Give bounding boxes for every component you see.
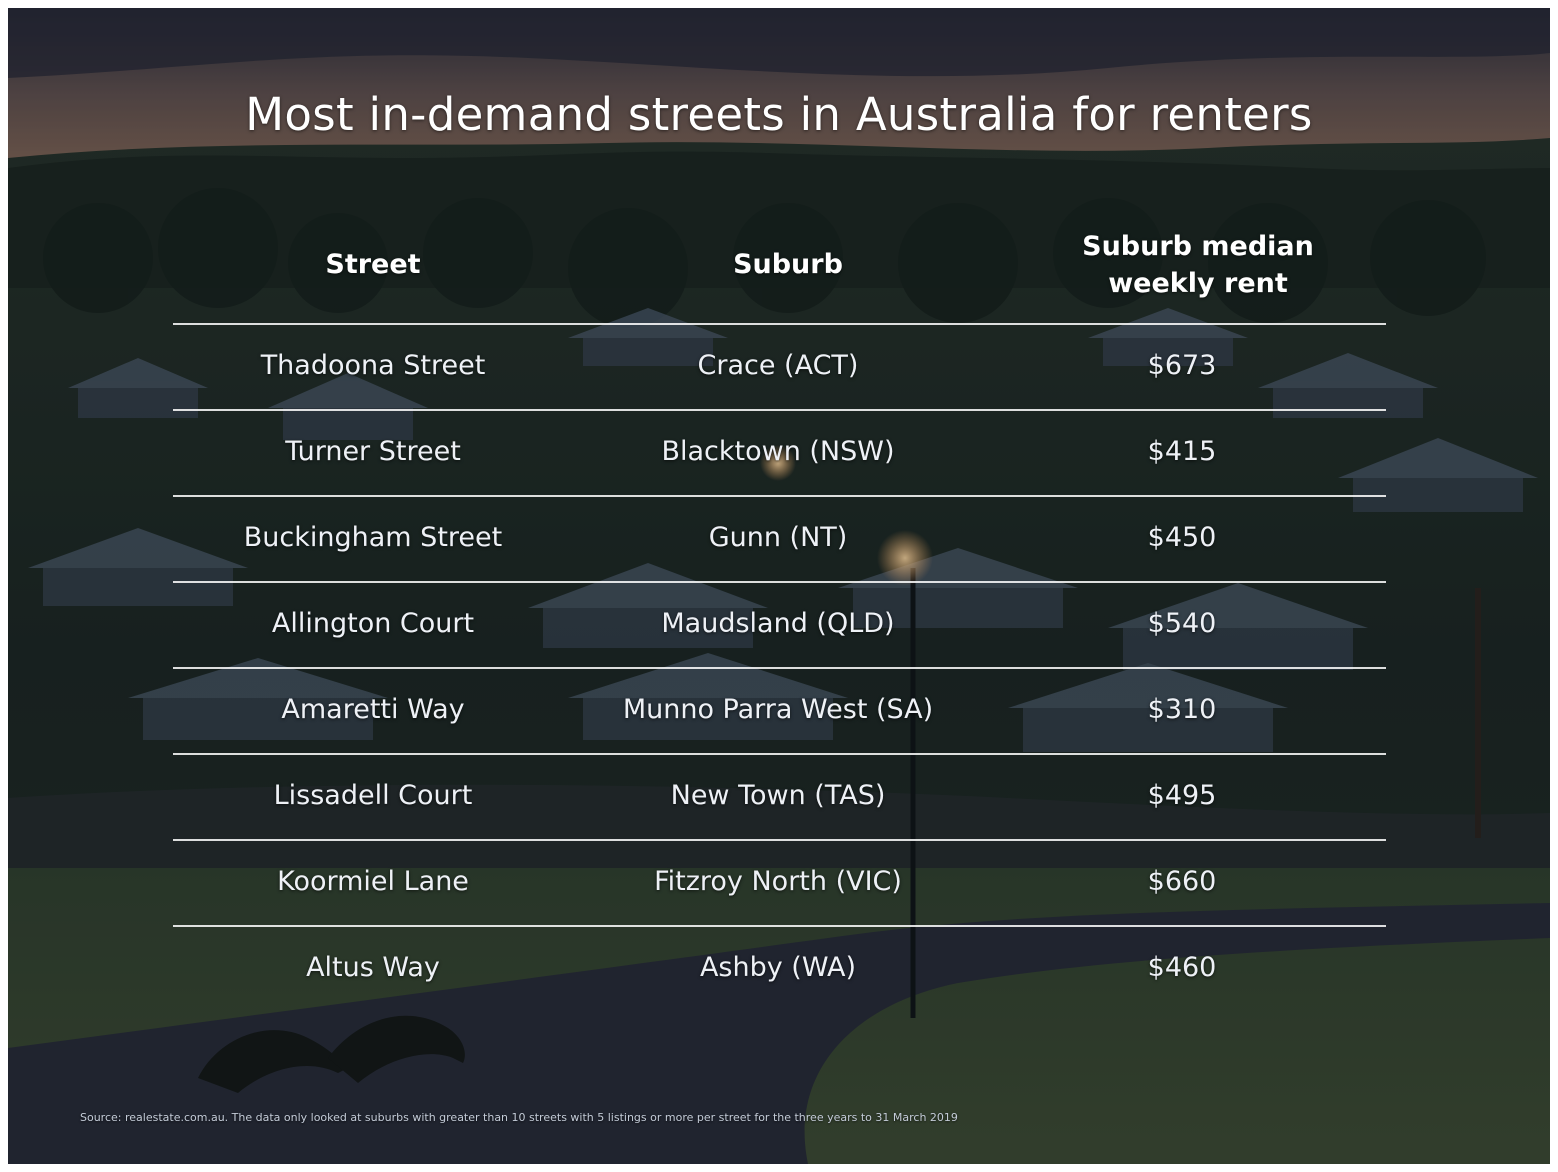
cell-street: Lissadell Court bbox=[273, 780, 473, 811]
row-divider bbox=[173, 323, 1386, 325]
cell-rent: $673 bbox=[1147, 350, 1217, 381]
table-row: Turner Street Blacktown (NSW) $415 bbox=[8, 432, 1550, 472]
row-divider bbox=[173, 581, 1386, 583]
table-row: Lissadell Court New Town (TAS) $495 bbox=[8, 776, 1550, 816]
image-dim-overlay bbox=[8, 8, 1550, 1164]
column-header-rent-line-2: weekly rent bbox=[1108, 268, 1288, 299]
table-row: Thadoona Street Crace (ACT) $673 bbox=[8, 346, 1550, 386]
table-row: Altus Way Ashby (WA) $460 bbox=[8, 948, 1550, 988]
cell-suburb: Ashby (WA) bbox=[699, 952, 857, 983]
table-row: Allington Court Maudsland (QLD) $540 bbox=[8, 604, 1550, 644]
row-divider bbox=[173, 495, 1386, 497]
cell-rent: $660 bbox=[1147, 866, 1217, 897]
cell-rent: $415 bbox=[1147, 436, 1217, 467]
column-header-street: Street bbox=[325, 249, 421, 280]
cell-suburb: Crace (ACT) bbox=[697, 350, 859, 381]
cell-suburb: New Town (TAS) bbox=[670, 780, 886, 811]
cell-rent: $450 bbox=[1147, 522, 1217, 553]
row-divider bbox=[173, 409, 1386, 411]
source-note: Source: realestate.com.au. The data only… bbox=[80, 1111, 958, 1124]
row-divider bbox=[173, 925, 1386, 927]
row-divider bbox=[173, 839, 1386, 841]
column-header-rent-line-1: Suburb median bbox=[1082, 231, 1314, 262]
chart-title: Most in-demand streets in Australia for … bbox=[245, 88, 1313, 141]
row-divider bbox=[173, 753, 1386, 755]
cell-street: Turner Street bbox=[285, 436, 461, 467]
cell-rent: $540 bbox=[1147, 608, 1217, 639]
cell-suburb: Blacktown (NSW) bbox=[661, 436, 895, 467]
row-divider bbox=[173, 667, 1386, 669]
cell-street: Buckingham Street bbox=[243, 522, 503, 553]
table-row: Koormiel Lane Fitzroy North (VIC) $660 bbox=[8, 862, 1550, 902]
cell-suburb: Fitzroy North (VIC) bbox=[654, 866, 902, 897]
cell-rent: $495 bbox=[1147, 780, 1217, 811]
cell-suburb: Munno Parra West (SA) bbox=[622, 694, 934, 725]
cell-street: Koormiel Lane bbox=[277, 866, 469, 897]
cell-rent: $310 bbox=[1147, 694, 1217, 725]
cell-street: Amaretti Way bbox=[281, 694, 465, 725]
suburb-dusk-photo bbox=[8, 8, 1550, 1164]
cell-street: Allington Court bbox=[271, 608, 475, 639]
table-row: Amaretti Way Munno Parra West (SA) $310 bbox=[8, 690, 1550, 730]
cell-rent: $460 bbox=[1147, 952, 1217, 983]
cell-suburb: Gunn (NT) bbox=[708, 522, 848, 553]
cell-street: Altus Way bbox=[306, 952, 440, 983]
cell-street: Thadoona Street bbox=[260, 350, 486, 381]
column-header-suburb: Suburb bbox=[733, 249, 843, 280]
table-row: Buckingham Street Gunn (NT) $450 bbox=[8, 518, 1550, 558]
infographic: Most in-demand streets in Australia for … bbox=[8, 8, 1550, 1164]
column-header-rent: Suburb median weekly rent bbox=[1038, 228, 1358, 302]
cell-suburb: Maudsland (QLD) bbox=[661, 608, 895, 639]
